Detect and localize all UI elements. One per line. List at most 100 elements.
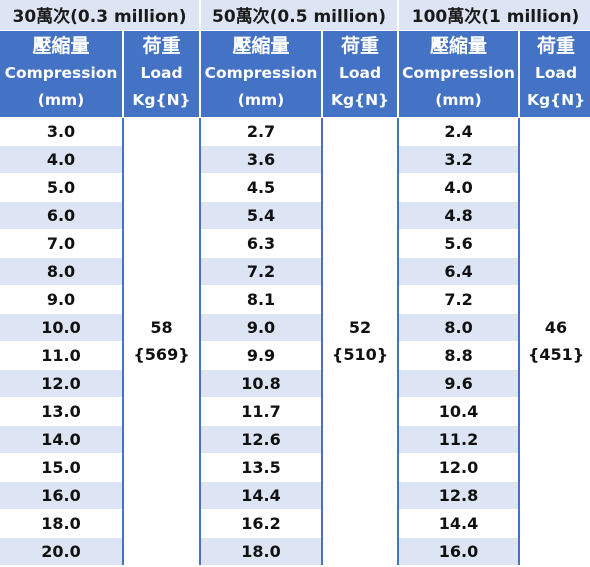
compression-header: 壓縮量 Compression (mm) (199, 30, 323, 117)
compression-value-cell: 8.0 (397, 312, 520, 341)
table-body: 3.0 58 {569} 2.7 52 {510} 2.4 46 {451} 4.0 3.6 3.2 5… (0, 116, 590, 565)
compression-header-unit: (mm) (37, 91, 85, 109)
load-header: 荷重 Load Kg{N} (321, 30, 399, 117)
compression-value-cell: 8.0 (0, 256, 123, 285)
compression-value-cell: 7.0 (0, 228, 123, 257)
compression-value-cell: 5.6 (397, 228, 520, 257)
load-header: 荷重 Load Kg{N} (121, 30, 201, 117)
compression-value-cell: 4.0 (0, 144, 123, 173)
load-header-en: Load (338, 64, 382, 83)
load-value-cell: 52 {510} (321, 117, 399, 565)
compression-value-cell: 12.0 (397, 452, 520, 481)
compression-header-en: Compression (204, 64, 318, 82)
table-row: 14.0 12.6 11.2 (0, 424, 590, 453)
load-value-cell: 46 {451} (518, 117, 590, 565)
table-row: 11.0 9.9 8.8 (0, 340, 590, 369)
compression-value-cell: 20.0 (0, 536, 123, 565)
compression-value-cell: 14.4 (199, 480, 323, 509)
group-title: 30萬次(0.3 million) (0, 0, 201, 31)
compression-value-cell: 11.7 (199, 396, 323, 425)
compression-value-cell: 16.0 (397, 536, 520, 565)
compression-value-cell: 9.9 (199, 340, 323, 369)
table-row: 9.0 8.1 7.2 (0, 284, 590, 313)
compression-value-cell: 4.8 (397, 200, 520, 229)
compression-value-cell: 9.6 (397, 368, 520, 397)
table-row: 3.0 58 {569} 2.7 52 {510} 2.4 46 {451} (0, 116, 590, 565)
table-row: 18.0 16.2 14.4 (0, 508, 590, 537)
compression-value-cell: 8.8 (397, 340, 520, 369)
table-row: 13.0 11.7 10.4 (0, 396, 590, 425)
load-value-cell: 58 {569} (121, 117, 201, 565)
compression-header-en: Compression (4, 64, 118, 82)
compression-value-cell: 10.0 (0, 312, 123, 341)
compression-value-cell: 13.0 (0, 396, 123, 425)
table-row: 8.0 7.2 6.4 (0, 256, 590, 285)
compression-header-en: Compression (402, 64, 515, 82)
compression-header-zh: 壓縮量 (232, 35, 290, 57)
compression-header-zh: 壓縮量 (430, 35, 488, 57)
compression-value-cell: 2.4 (397, 116, 520, 145)
table-row: 4.0 3.6 3.2 (0, 144, 590, 173)
load-kg-value: 52 (348, 318, 372, 337)
group-title: 50萬次(0.5 million) (199, 0, 399, 31)
load-kg-value: 58 (150, 318, 173, 337)
table-row: 6.0 5.4 4.8 (0, 200, 590, 229)
compression-value-cell: 10.4 (397, 396, 520, 425)
compression-value-cell: 18.0 (199, 536, 323, 565)
compression-value-cell: 7.2 (199, 256, 323, 285)
compression-value-cell: 6.3 (199, 228, 323, 257)
table-row: 7.0 6.3 5.6 (0, 228, 590, 257)
compression-value-cell: 12.0 (0, 368, 123, 397)
compression-value-cell: 7.2 (397, 284, 520, 313)
load-header-en: Load (140, 64, 183, 83)
load-newton-value: {510} (331, 345, 389, 364)
load-header-unit: Kg{N} (526, 91, 586, 110)
compression-header: 壓縮量 Compression (mm) (0, 30, 123, 117)
compression-value-cell: 5.4 (199, 200, 323, 229)
compression-header-unit: (mm) (237, 91, 285, 109)
compression-value-cell: 12.6 (199, 424, 323, 453)
load-header-zh: 荷重 (142, 35, 181, 58)
compression-value-cell: 9.0 (199, 312, 323, 341)
table-row: 15.0 13.5 12.0 (0, 452, 590, 481)
table-row: 5.0 4.5 4.0 (0, 172, 590, 201)
compression-value-cell: 16.0 (0, 480, 123, 509)
table-row: 20.0 18.0 16.0 (0, 536, 590, 565)
compression-value-cell: 12.8 (397, 480, 520, 509)
compression-header: 壓縮量 Compression (mm) (397, 30, 520, 117)
compression-value-cell: 11.0 (0, 340, 123, 369)
load-header-unit: Kg{N} (330, 91, 390, 110)
compression-value-cell: 15.0 (0, 452, 123, 481)
compression-value-cell: 9.0 (0, 284, 123, 313)
column-header-row: 壓縮量 Compression (mm) 荷重 Load Kg{N} 壓縮量 C… (0, 30, 590, 117)
load-header-zh: 荷重 (341, 35, 380, 58)
compression-value-cell: 3.2 (397, 144, 520, 173)
load-header-zh: 荷重 (537, 35, 576, 58)
group-header-row: 30萬次(0.3 million) 50萬次(0.5 million) 100萬… (0, 0, 590, 31)
compression-value-cell: 14.4 (397, 508, 520, 537)
compression-value-cell: 14.0 (0, 424, 123, 453)
table-row: 10.0 9.0 8.0 (0, 312, 590, 341)
load-header-en: Load (534, 64, 578, 83)
compression-value-cell: 3.0 (0, 116, 123, 145)
compression-header-zh: 壓縮量 (32, 35, 90, 57)
compression-value-cell: 8.1 (199, 284, 323, 313)
table-row: 16.0 14.4 12.8 (0, 480, 590, 509)
compression-value-cell: 6.4 (397, 256, 520, 285)
compression-value-cell: 5.0 (0, 172, 123, 201)
load-header: 荷重 Load Kg{N} (518, 30, 590, 117)
compression-value-cell: 13.5 (199, 452, 323, 481)
load-newton-value: {569} (133, 345, 190, 364)
compression-value-cell: 6.0 (0, 200, 123, 229)
load-newton-value: {451} (527, 345, 585, 364)
load-kg-value: 46 (544, 318, 568, 337)
compression-value-cell: 11.2 (397, 424, 520, 453)
compression-value-cell: 10.8 (199, 368, 323, 397)
compression-value-cell: 16.2 (199, 508, 323, 537)
compression-value-cell: 18.0 (0, 508, 123, 537)
compression-value-cell: 3.6 (199, 144, 323, 173)
group-title: 100萬次(1 million) (397, 0, 590, 31)
compression-value-cell: 4.5 (199, 172, 323, 201)
load-header-unit: Kg{N} (132, 91, 191, 110)
compression-value-cell: 2.7 (199, 116, 323, 145)
